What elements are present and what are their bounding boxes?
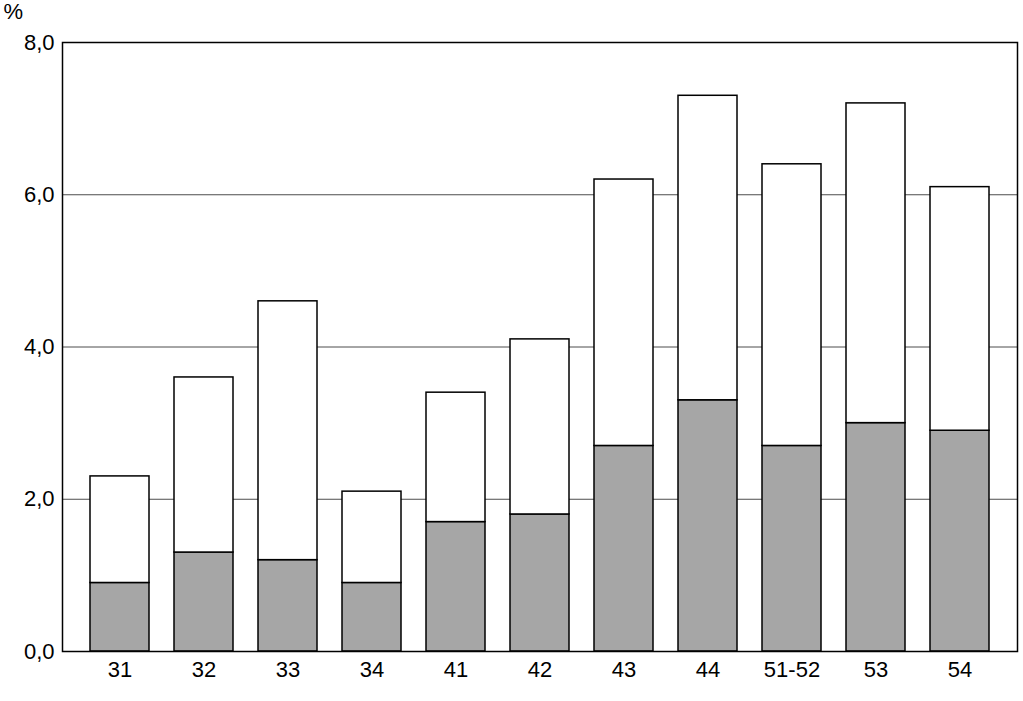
- svg-text:32: 32: [192, 657, 216, 682]
- svg-text:0,0: 0,0: [24, 639, 55, 664]
- svg-text:51-52: 51-52: [764, 657, 820, 682]
- svg-text:53: 53: [864, 657, 888, 682]
- svg-text:34: 34: [360, 657, 384, 682]
- svg-text:43: 43: [612, 657, 636, 682]
- svg-text:31: 31: [108, 657, 132, 682]
- svg-text:42: 42: [528, 657, 552, 682]
- svg-text:6,0: 6,0: [24, 182, 55, 207]
- svg-text:44: 44: [696, 657, 720, 682]
- svg-text:33: 33: [276, 657, 300, 682]
- svg-text:8,0: 8,0: [24, 30, 55, 55]
- svg-text:%: %: [4, 0, 24, 24]
- svg-text:41: 41: [444, 657, 468, 682]
- svg-text:4,0: 4,0: [24, 334, 55, 359]
- svg-text:54: 54: [948, 657, 972, 682]
- svg-text:2,0: 2,0: [24, 486, 55, 511]
